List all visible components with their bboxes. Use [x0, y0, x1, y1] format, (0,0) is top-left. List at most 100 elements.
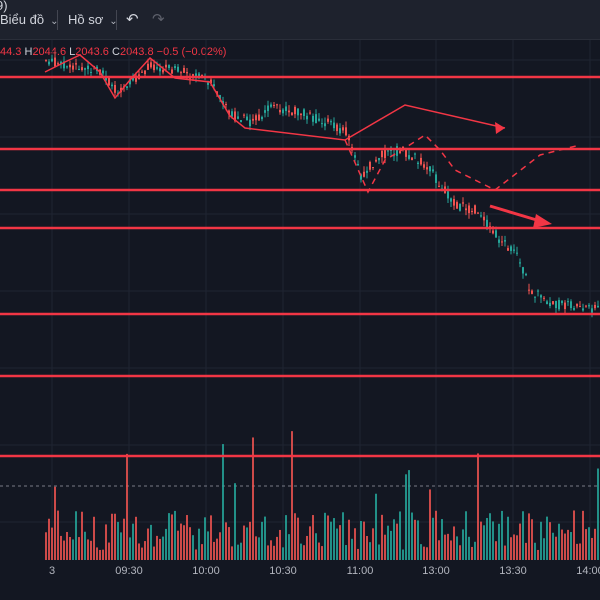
candle-body — [228, 110, 230, 115]
candle-body — [282, 109, 284, 114]
profile-menu-button[interactable]: Hồ sơ ⌄ — [68, 0, 118, 40]
volume-bar — [165, 528, 167, 560]
volume-bar — [192, 535, 194, 560]
candle-body — [459, 203, 461, 211]
volume-bar — [198, 528, 200, 560]
chart-menu-button[interactable]: Biểu đồ ⌄ — [0, 0, 58, 40]
candle-body — [360, 174, 362, 180]
volume-bar — [291, 431, 293, 560]
volume-bar — [588, 527, 590, 560]
arrow-head — [533, 214, 552, 228]
volume-bar — [189, 527, 191, 560]
candle-body — [135, 75, 137, 82]
candle-body — [159, 68, 161, 72]
candle-body — [366, 170, 368, 173]
volume-bar — [132, 523, 134, 560]
candle-body — [399, 151, 401, 153]
volume-bar — [492, 521, 494, 560]
legend-close-value: 2043.8 — [119, 46, 154, 58]
candle-body — [522, 267, 524, 274]
candle-body — [237, 116, 239, 119]
volume-bar — [483, 525, 485, 560]
volume-bar — [375, 493, 377, 560]
candle-body — [186, 72, 188, 74]
volume-bar — [237, 544, 239, 560]
candle-body — [294, 106, 296, 115]
candle-body — [60, 61, 62, 64]
volume-bar — [420, 544, 422, 560]
candle-body — [453, 199, 455, 206]
candle-body — [483, 216, 485, 221]
volume-bar — [276, 536, 278, 560]
undo-icon[interactable]: ↶ — [126, 11, 139, 28]
candle-body — [309, 112, 311, 114]
volume-bar — [327, 515, 329, 560]
volume-bar — [597, 468, 599, 560]
volume-bar — [252, 437, 254, 560]
legend-change: −0.5 (−0.02%) — [156, 46, 227, 58]
candle-body — [318, 118, 320, 121]
time-axis-tick: 13:30 — [499, 565, 527, 577]
volume-bar — [174, 510, 176, 560]
top-toolbar: 9) Biểu đồ ⌄ Hồ sơ ⌄ ↶ ↷ — [0, 0, 600, 40]
candle-body — [273, 104, 275, 107]
volume-bar — [177, 530, 179, 560]
candle-body — [171, 69, 173, 74]
volume-bar — [129, 537, 131, 560]
chart-grid — [0, 40, 600, 560]
volume-bar — [180, 523, 182, 560]
volume-bar — [348, 519, 350, 560]
volume-bar — [72, 539, 74, 560]
candle-body — [285, 106, 287, 112]
volume-bar — [123, 518, 125, 560]
volume-bar — [540, 521, 542, 560]
candle-body — [513, 249, 515, 251]
legend-close-label: C — [112, 46, 120, 58]
zigzag-drawing — [44, 54, 506, 141]
redo-icon[interactable]: ↷ — [152, 11, 165, 28]
volume-bar — [306, 535, 308, 560]
volume-bar — [285, 515, 287, 560]
volume-bar — [546, 516, 548, 560]
volume-bar — [534, 542, 536, 560]
volume-bar — [366, 536, 368, 560]
time-axis-tick: 10:30 — [269, 565, 297, 577]
volume-bar — [510, 537, 512, 560]
candle-body — [546, 301, 548, 305]
candle-body — [279, 109, 281, 113]
volume-bar — [342, 512, 344, 560]
volume-bar — [396, 523, 398, 560]
candle-body — [234, 111, 236, 122]
volume-bar — [369, 542, 371, 560]
projection-drawing — [344, 134, 581, 194]
candle-body — [231, 111, 233, 117]
chevron-down-icon: ⌄ — [109, 16, 118, 27]
candle-body — [504, 240, 506, 242]
volume-bar — [399, 511, 401, 560]
volume-bar — [258, 537, 260, 560]
price-chart[interactable] — [0, 40, 600, 600]
volume-bar — [477, 453, 479, 560]
profile-menu-label: Hồ sơ — [68, 12, 104, 27]
candle-body — [585, 305, 587, 307]
volume-bar — [543, 538, 545, 560]
candle-body — [567, 301, 569, 303]
volume-bar — [225, 522, 227, 560]
candle-body — [510, 246, 512, 251]
volume-bar — [162, 536, 164, 560]
volume-bar — [153, 546, 155, 560]
candle-body — [150, 62, 152, 68]
volume-bar — [186, 515, 188, 560]
volume-bar — [537, 549, 539, 560]
volume-bar — [183, 525, 185, 560]
volume-bar — [195, 549, 197, 560]
candle-body — [51, 58, 53, 62]
volume-bar — [87, 539, 89, 560]
volume-bar — [426, 547, 428, 560]
volume-bar — [246, 527, 248, 560]
volume-bar — [468, 536, 470, 560]
toolbar-top-clip: 9) — [0, 0, 8, 13]
volume-bar — [240, 542, 242, 560]
volume-bar — [564, 533, 566, 560]
volume-bar — [312, 515, 314, 560]
